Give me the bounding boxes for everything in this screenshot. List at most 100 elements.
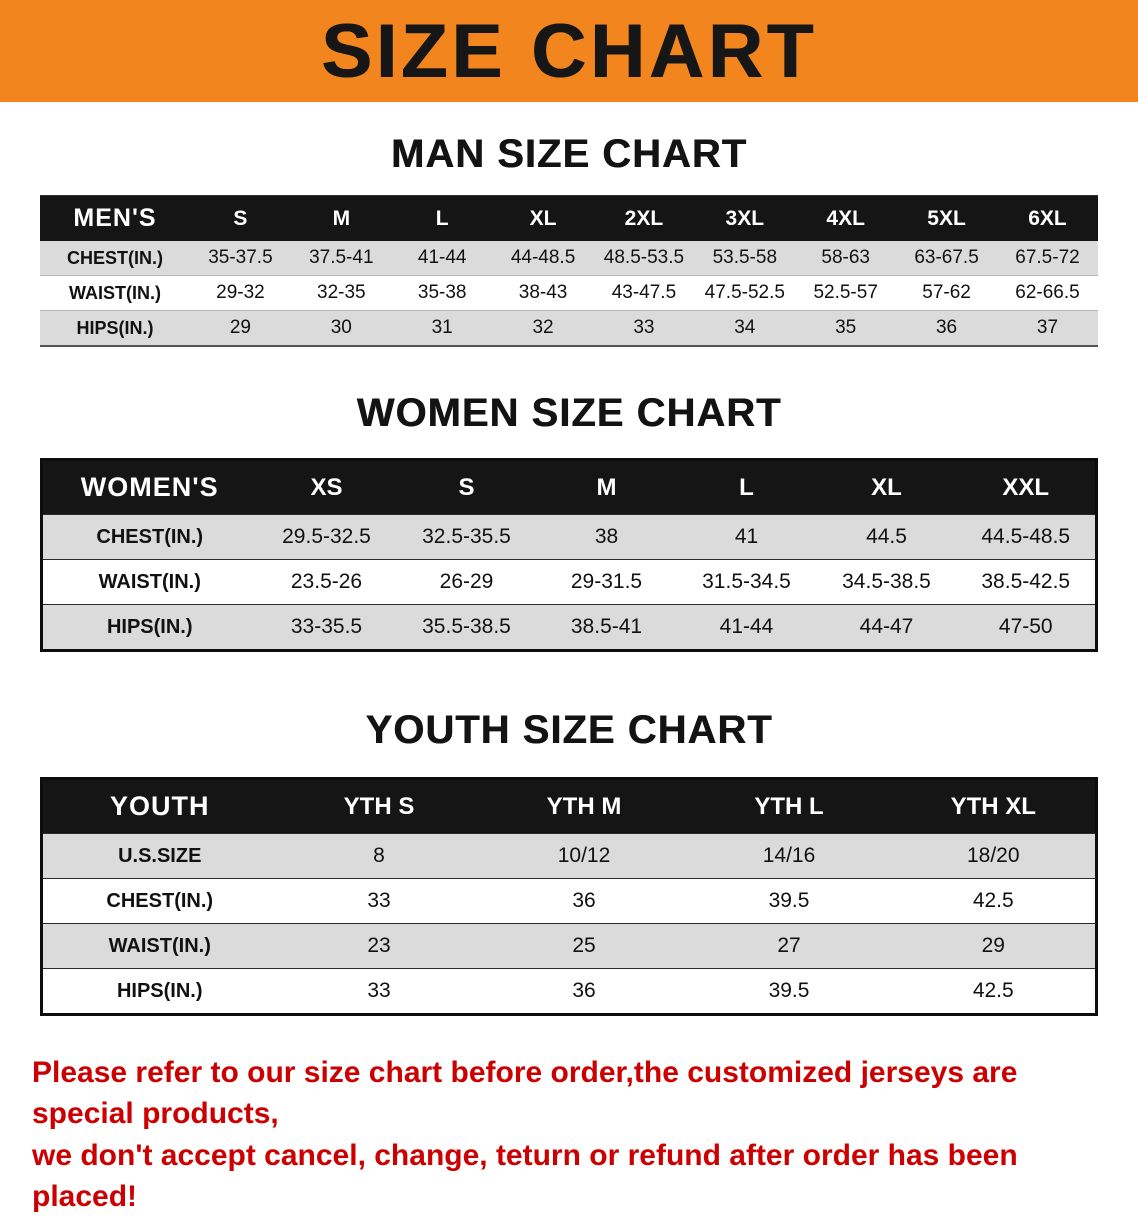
women-size-chart-heading: WOMEN SIZE CHART [356, 391, 782, 435]
order-notice: Please refer to our size chart before or… [32, 1052, 1110, 1218]
table-cell: 30 [290, 310, 392, 347]
table-cell: 29-31.5 [536, 559, 677, 605]
table-cell: 48.5-53.5 [593, 241, 695, 276]
notice-line-1: Please refer to our size chart before or… [32, 1056, 1018, 1131]
youth-size-chart-section: YOUTH SIZE CHART YOUTH YTH S YTH M YTH L YTH… [0, 708, 1138, 1016]
row-label: U.S.SIZE [41, 833, 277, 879]
column-header: M [536, 459, 677, 515]
table-cell: 39.5 [686, 968, 892, 1015]
size-chart-banner: SIZE CHART [0, 0, 1138, 102]
table-cell: 27 [686, 923, 892, 969]
table-row: HIPS(IN.) 29 30 31 32 33 34 35 36 37 [40, 310, 1098, 347]
women-size-chart-section: WOMEN SIZE CHART WOMEN'S XS S M L XL XXL CHEST(… [0, 391, 1138, 652]
table-title-cell: WOMEN'S [41, 459, 257, 515]
column-header: YTH L [686, 778, 892, 834]
table-row: CHEST(IN.) 33 36 39.5 42.5 [41, 878, 1097, 924]
row-label: HIPS(IN.) [40, 310, 190, 347]
page-title: SIZE CHART [321, 8, 817, 94]
row-label: HIPS(IN.) [41, 968, 277, 1015]
table-cell: 36 [481, 878, 687, 924]
womens-size-table: WOMEN'S XS S M L XL XXL CHEST(IN.) 29.5-32.5 32.5… [40, 458, 1098, 652]
table-cell: 42.5 [891, 968, 1097, 1015]
table-cell: 52.5-57 [795, 275, 897, 311]
column-header: 3XL [694, 195, 796, 241]
column-header: YTH S [276, 778, 482, 834]
table-cell: 36 [896, 310, 997, 347]
table-row: CHEST(IN.) 35-37.5 37.5-41 41-44 44-48.5 48.5… [40, 241, 1098, 276]
table-cell: 35.5-38.5 [396, 604, 537, 651]
table-cell: 23.5-26 [256, 559, 397, 605]
column-header: XL [492, 195, 594, 241]
table-cell: 58-63 [795, 241, 897, 276]
man-size-chart-section: MAN SIZE CHART MEN'S S M L XL 2XL 3XL 4XL 5XL 6XL… [0, 132, 1138, 347]
row-label: CHEST(IN.) [41, 878, 277, 924]
column-header: 4XL [795, 195, 897, 241]
row-label: HIPS(IN.) [41, 604, 257, 651]
table-cell: 41-44 [391, 241, 493, 276]
table-cell: 29.5-32.5 [256, 514, 397, 560]
table-cell: 23 [276, 923, 482, 969]
table-cell: 33-35.5 [256, 604, 397, 651]
table-cell: 38-43 [492, 275, 594, 311]
table-row: WAIST(IN.) 23.5-26 26-29 29-31.5 31.5-34.5 34… [41, 559, 1097, 605]
column-header: L [676, 459, 817, 515]
table-cell: 41 [676, 514, 817, 560]
table-cell: 32-35 [290, 275, 392, 311]
column-header: YTH XL [891, 778, 1097, 834]
table-cell: 63-67.5 [896, 241, 997, 276]
table-row: HIPS(IN.) 33-35.5 35.5-38.5 38.5-41 41-44 44-… [41, 604, 1097, 651]
table-cell: 32 [492, 310, 594, 347]
table-row: U.S.SIZE 8 10/12 14/16 18/20 [41, 833, 1097, 879]
table-cell: 8 [276, 833, 482, 879]
row-label: CHEST(IN.) [40, 241, 190, 276]
table-cell: 44-48.5 [492, 241, 594, 276]
column-header: S [190, 195, 291, 241]
column-header: XXL [956, 459, 1097, 515]
table-row: WAIST(IN.) 29-32 32-35 35-38 38-43 43-47.5 47.… [40, 275, 1098, 311]
table-title-cell: MEN'S [40, 195, 190, 241]
column-header: 2XL [593, 195, 695, 241]
table-cell: 37.5-41 [290, 241, 392, 276]
table-cell: 37 [997, 310, 1098, 347]
table-cell: 25 [481, 923, 687, 969]
column-header: L [391, 195, 493, 241]
column-header: YTH M [481, 778, 687, 834]
youth-table: YOUTH YTH S YTH M YTH L YTH XL U.S.SIZE 8 10/12… [40, 777, 1098, 1016]
youth-size-table: YOUTH YTH S YTH M YTH L YTH XL U.S.SIZE 8 10/12… [40, 777, 1098, 1016]
table-row: CHEST(IN.) 29.5-32.5 32.5-35.5 38 41 44.5 44.5… [41, 514, 1097, 560]
table-cell: 38 [536, 514, 677, 560]
table-cell: 29 [190, 310, 291, 347]
mens-size-table: MEN'S S M L XL 2XL 3XL 4XL 5XL 6XL CHEST(IN.) 35-37… [40, 195, 1098, 347]
table-cell: 47-50 [956, 604, 1097, 651]
table-cell: 53.5-58 [694, 241, 796, 276]
table-cell: 10/12 [481, 833, 687, 879]
table-cell: 18/20 [891, 833, 1097, 879]
table-cell: 35-38 [391, 275, 493, 311]
table-cell: 67.5-72 [997, 241, 1098, 276]
table-cell: 41-44 [676, 604, 817, 651]
table-cell: 32.5-35.5 [396, 514, 537, 560]
table-row: WAIST(IN.) 23 25 27 29 [41, 923, 1097, 969]
table-cell: 44.5-48.5 [956, 514, 1097, 560]
table-cell: 44.5 [816, 514, 957, 560]
row-label: CHEST(IN.) [41, 514, 257, 560]
table-cell: 44-47 [816, 604, 957, 651]
table-cell: 31 [391, 310, 493, 347]
row-label: WAIST(IN.) [40, 275, 190, 311]
table-cell: 33 [276, 968, 482, 1015]
table-cell: 14/16 [686, 833, 892, 879]
table-title-cell: YOUTH [41, 778, 277, 834]
column-header: XS [256, 459, 397, 515]
table-cell: 34 [694, 310, 796, 347]
column-header: M [290, 195, 392, 241]
table-row: HIPS(IN.) 33 36 39.5 42.5 [41, 968, 1097, 1015]
table-cell: 31.5-34.5 [676, 559, 817, 605]
column-header: 5XL [896, 195, 997, 241]
table-cell: 34.5-38.5 [816, 559, 957, 605]
row-label: WAIST(IN.) [41, 923, 277, 969]
table-cell: 43-47.5 [593, 275, 695, 311]
man-size-chart-heading: MAN SIZE CHART [390, 132, 748, 176]
table-cell: 35-37.5 [190, 241, 291, 276]
header-row: WOMEN'S XS S M L XL XXL [41, 459, 1097, 515]
column-header: S [396, 459, 537, 515]
